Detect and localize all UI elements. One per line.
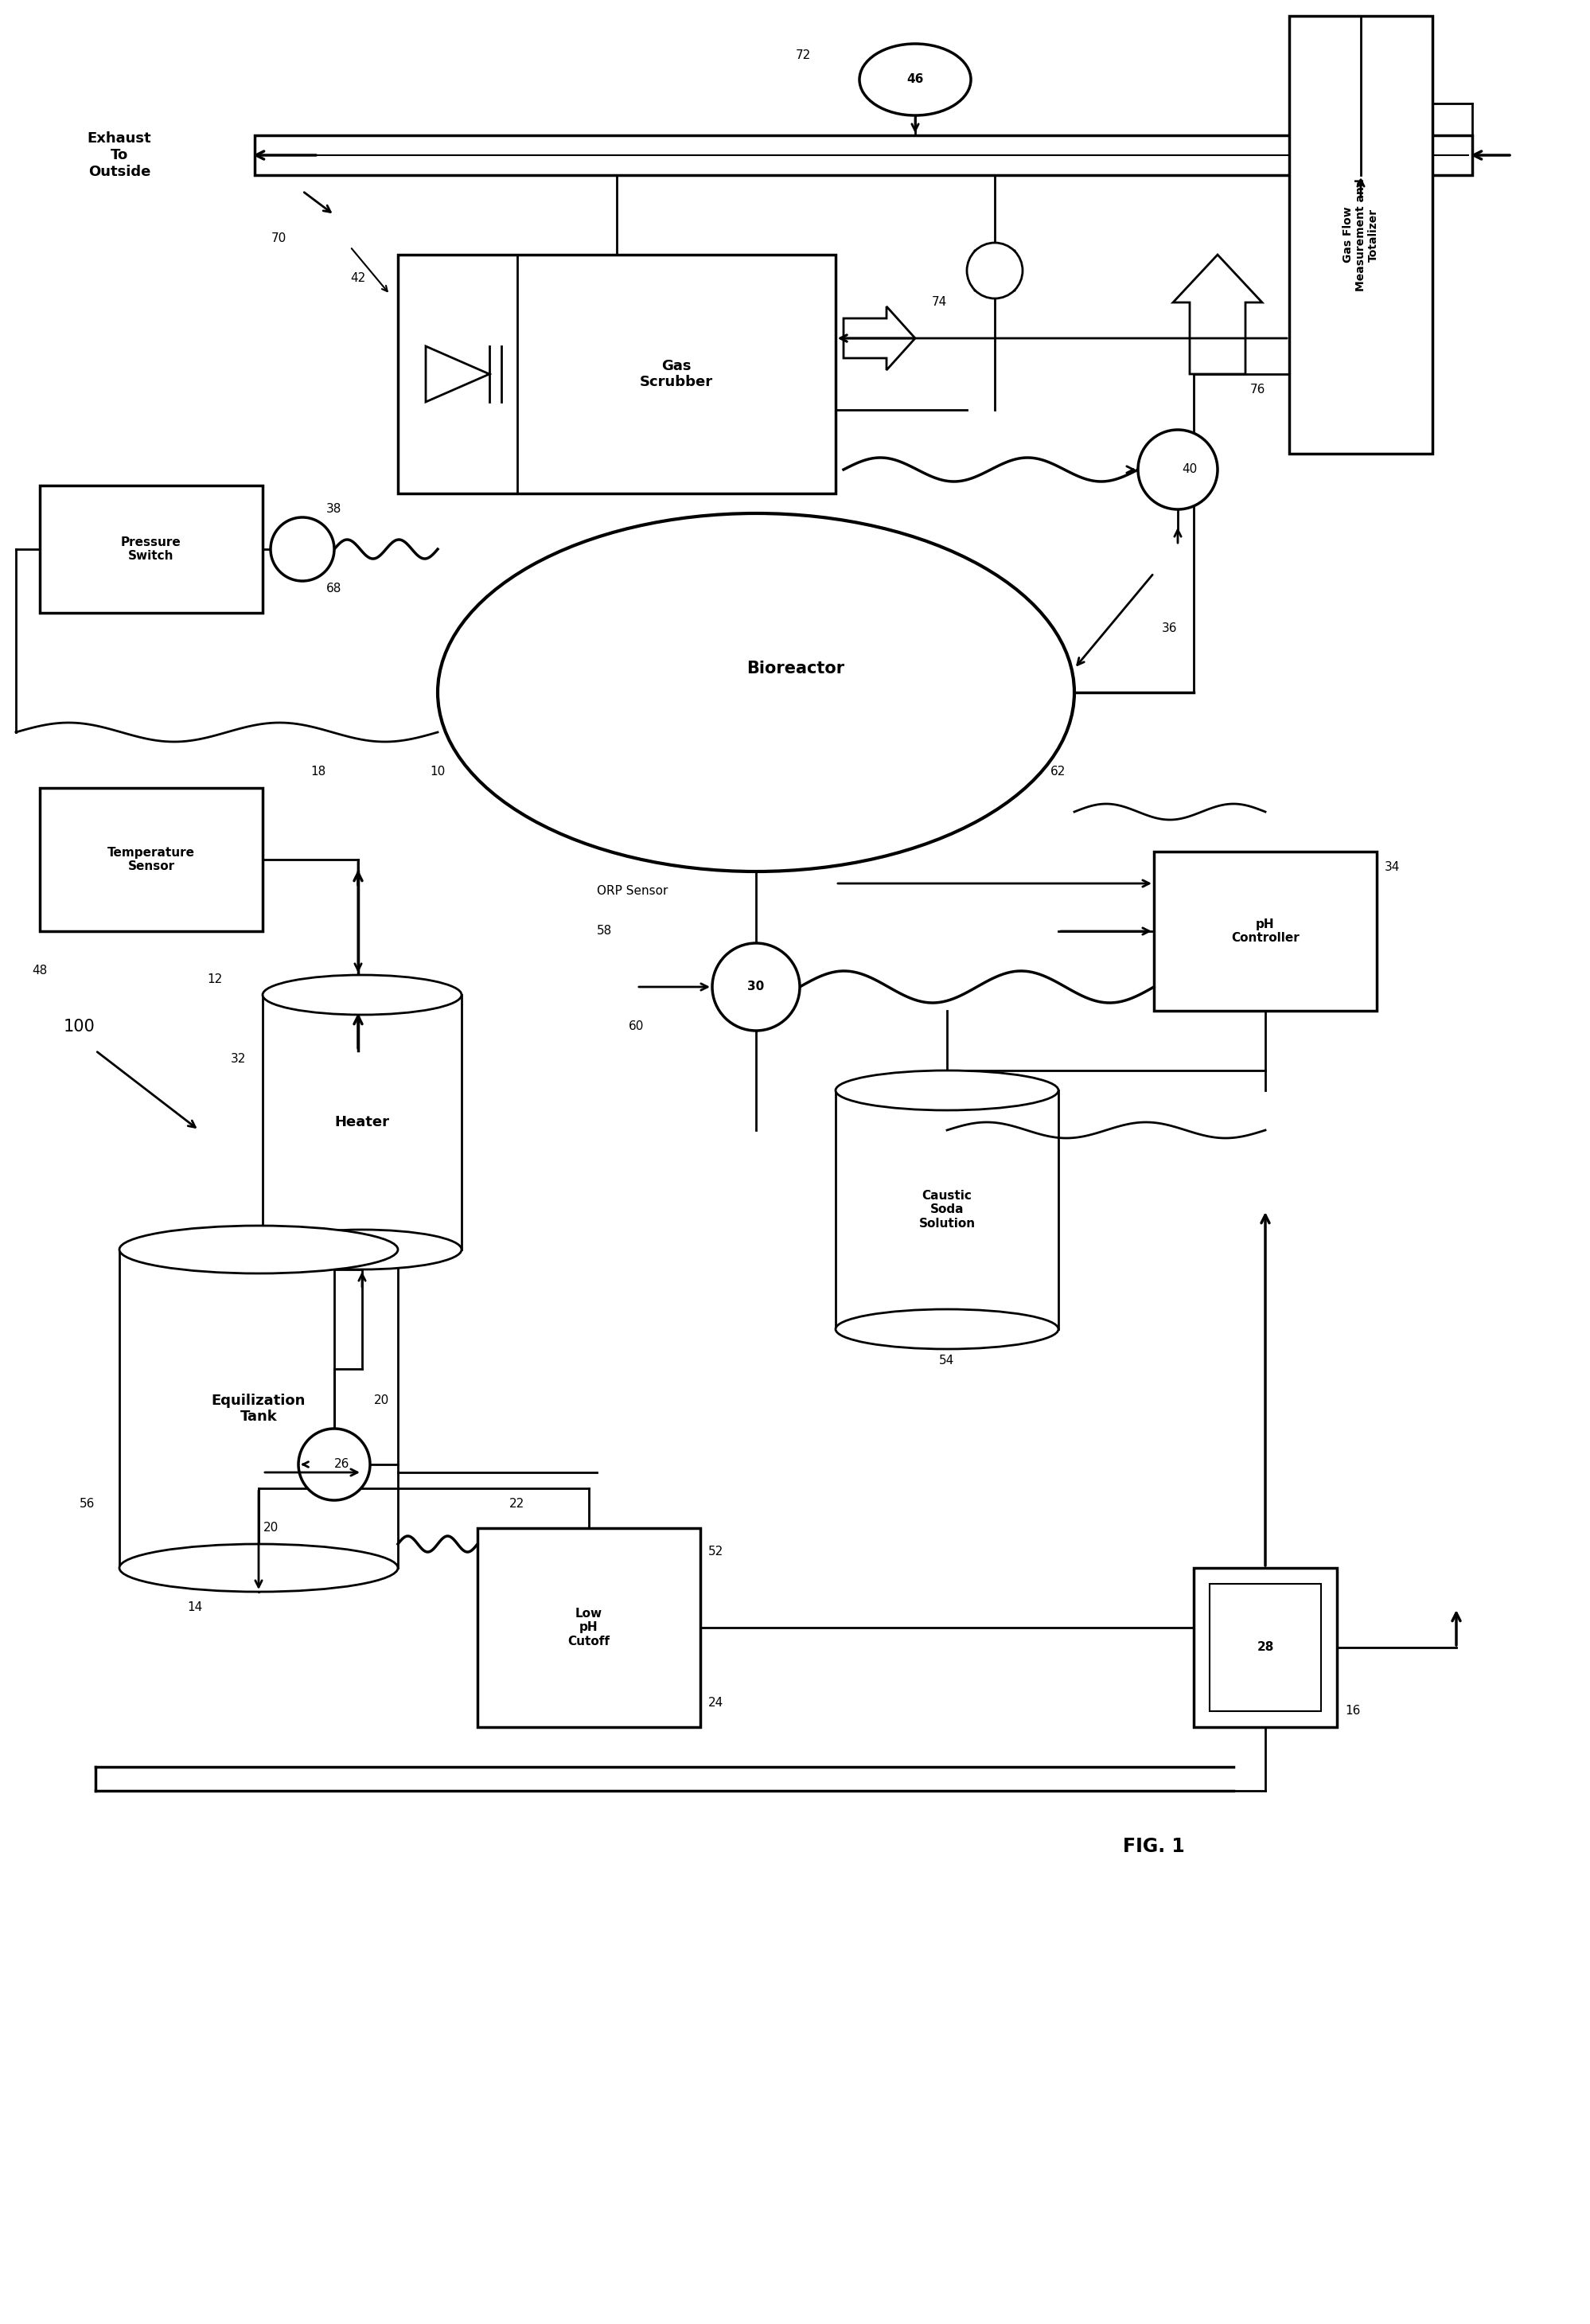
Text: 52: 52 xyxy=(708,1545,723,1557)
Text: Equilization
Tank: Equilization Tank xyxy=(211,1394,305,1425)
Bar xyxy=(40,788,262,932)
Text: 40: 40 xyxy=(1181,462,1197,476)
Ellipse shape xyxy=(860,44,971,116)
Text: 38: 38 xyxy=(326,504,342,516)
Bar xyxy=(119,1250,398,1569)
Text: Low
pH
Cutoff: Low pH Cutoff xyxy=(568,1608,611,1648)
Text: Gas
Scrubber: Gas Scrubber xyxy=(639,358,712,390)
Ellipse shape xyxy=(262,976,461,1016)
Ellipse shape xyxy=(262,1229,461,1269)
Text: Temperature
Sensor: Temperature Sensor xyxy=(108,846,196,872)
Circle shape xyxy=(299,1429,370,1501)
Text: 56: 56 xyxy=(80,1499,95,1511)
Text: 62: 62 xyxy=(1051,767,1067,779)
Text: 70: 70 xyxy=(270,232,286,244)
Ellipse shape xyxy=(836,1308,1059,1348)
Text: Bioreactor: Bioreactor xyxy=(747,660,844,676)
Bar xyxy=(262,995,461,1250)
Text: 34: 34 xyxy=(1385,862,1401,874)
Text: 42: 42 xyxy=(350,272,366,284)
Text: 74: 74 xyxy=(932,297,946,309)
Bar xyxy=(398,256,836,493)
Text: 58: 58 xyxy=(596,925,612,937)
Bar xyxy=(1210,1585,1321,1710)
Text: Gas Flow
Measurement and
Totalizer: Gas Flow Measurement and Totalizer xyxy=(1342,179,1379,290)
Text: FIG. 1: FIG. 1 xyxy=(1123,1836,1185,1857)
Text: 100: 100 xyxy=(64,1018,95,1034)
Text: 46: 46 xyxy=(906,74,924,86)
Text: Caustic
Soda
Solution: Caustic Soda Solution xyxy=(919,1190,975,1229)
Circle shape xyxy=(270,518,334,581)
Text: 54: 54 xyxy=(940,1355,954,1367)
Text: 26: 26 xyxy=(334,1459,350,1471)
Ellipse shape xyxy=(437,514,1075,872)
Circle shape xyxy=(967,242,1022,297)
Text: pH
Controller: pH Controller xyxy=(1231,918,1299,944)
Ellipse shape xyxy=(836,1071,1059,1111)
Bar xyxy=(1194,1569,1337,1727)
Bar xyxy=(254,135,1472,174)
Bar xyxy=(1154,851,1377,1011)
Text: Exhaust
To
Outside: Exhaust To Outside xyxy=(87,132,151,179)
Text: 32: 32 xyxy=(231,1053,246,1064)
Text: Heater: Heater xyxy=(334,1116,390,1129)
Text: 22: 22 xyxy=(510,1499,525,1511)
Text: 20: 20 xyxy=(374,1394,390,1406)
Text: ORP Sensor: ORP Sensor xyxy=(596,885,668,897)
Circle shape xyxy=(712,944,800,1030)
Text: 68: 68 xyxy=(326,583,342,595)
Text: 60: 60 xyxy=(630,1020,644,1032)
Ellipse shape xyxy=(119,1543,398,1592)
Text: 14: 14 xyxy=(188,1601,202,1613)
Text: 36: 36 xyxy=(1162,623,1178,634)
Text: 12: 12 xyxy=(207,974,223,985)
Text: 30: 30 xyxy=(747,981,765,992)
Text: 28: 28 xyxy=(1256,1641,1274,1652)
Text: 76: 76 xyxy=(1250,383,1266,395)
Ellipse shape xyxy=(119,1225,398,1274)
Text: 10: 10 xyxy=(429,767,445,779)
Text: 18: 18 xyxy=(310,767,326,779)
Bar xyxy=(836,1090,1059,1329)
Bar xyxy=(1289,16,1433,453)
Circle shape xyxy=(1138,430,1218,509)
Text: 20: 20 xyxy=(262,1522,278,1534)
Text: 24: 24 xyxy=(708,1697,723,1708)
Text: 72: 72 xyxy=(797,49,811,63)
Bar xyxy=(40,486,262,614)
Text: 48: 48 xyxy=(32,964,48,976)
Text: 16: 16 xyxy=(1345,1706,1361,1717)
Text: Pressure
Switch: Pressure Switch xyxy=(121,537,181,562)
Bar xyxy=(477,1529,700,1727)
